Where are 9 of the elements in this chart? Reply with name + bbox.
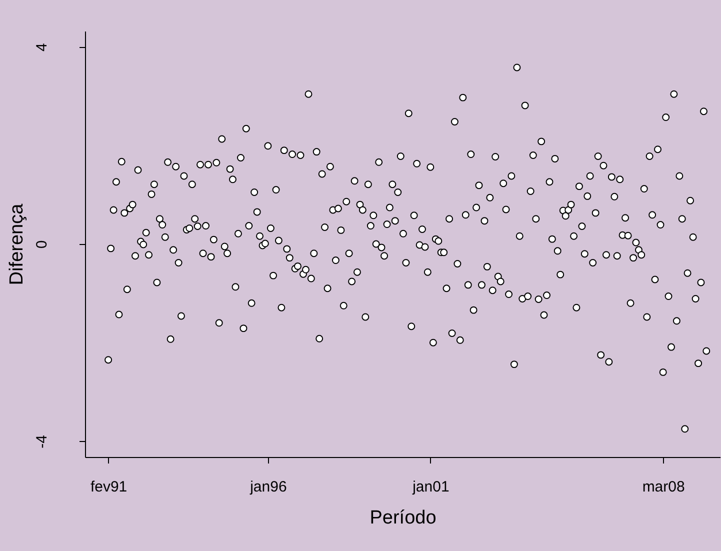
- y-tick-label: 0: [34, 240, 50, 249]
- x-tick-label: fev91: [90, 478, 128, 496]
- x-tick-label: mar08: [642, 478, 685, 496]
- y-tick-label: 4: [34, 43, 50, 52]
- y-axis-title: Diferença: [6, 203, 28, 286]
- x-tick-label: jan01: [412, 478, 450, 496]
- x-axis-title: Período: [370, 508, 436, 528]
- y-tick-label: -4: [34, 435, 50, 448]
- x-tick-label: jan96: [249, 478, 287, 496]
